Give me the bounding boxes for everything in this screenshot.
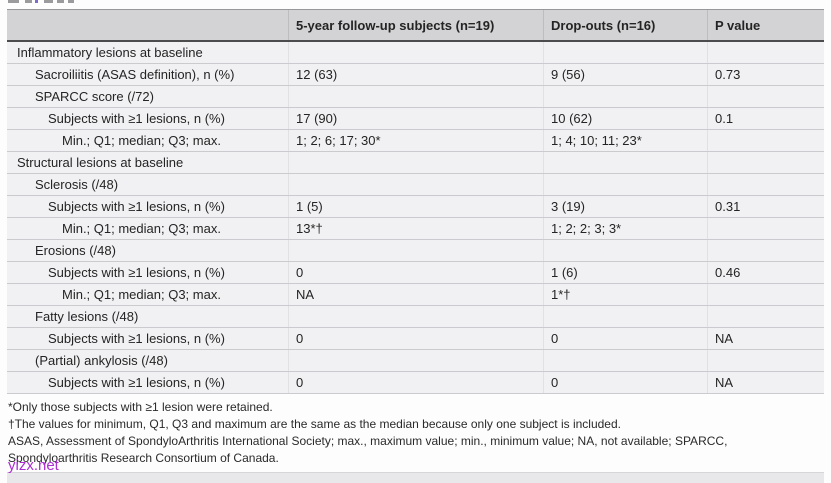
- cell-pvalue: 0.1: [707, 108, 824, 129]
- table-body: Inflammatory lesions at baseline Sacroil…: [7, 42, 824, 394]
- cell-followup: 0: [288, 262, 543, 283]
- table-header-empty: [7, 10, 288, 40]
- cell-dropouts: 1*†: [543, 284, 707, 305]
- row-label: Sclerosis (/48): [35, 177, 119, 192]
- cell-followup: 17 (90): [288, 108, 543, 129]
- table-row-sclerosis-subjects: Subjects with ≥1 lesions, n (%) 1 (5) 3 …: [7, 195, 824, 217]
- row-label: Min.; Q1; median; Q3; max.: [62, 287, 221, 302]
- table-header-row: 5-year follow-up subjects (n=19) Drop-ou…: [7, 9, 824, 42]
- cell-followup: [288, 152, 543, 173]
- table-row-sparcc: SPARCC score (/72): [7, 85, 824, 107]
- cell-followup: 1 (5): [288, 196, 543, 217]
- lesions-table: 5-year follow-up subjects (n=19) Drop-ou…: [7, 9, 824, 394]
- row-label: Subjects with ≥1 lesions, n (%): [48, 375, 225, 390]
- cell-pvalue: [707, 86, 824, 107]
- table-row-section-structural: Structural lesions at baseline: [7, 151, 824, 173]
- cell-followup: [288, 306, 543, 327]
- row-label: Structural lesions at baseline: [17, 155, 184, 170]
- row-label: SPARCC score (/72): [35, 89, 154, 104]
- row-label: Subjects with ≥1 lesions, n (%): [48, 331, 225, 346]
- cell-followup: 1; 2; 6; 17; 30*: [288, 130, 543, 151]
- cell-dropouts: 1 (6): [543, 262, 707, 283]
- cell-pvalue: NA: [707, 372, 824, 393]
- table-row-erosions-stats: Min.; Q1; median; Q3; max. NA 1*†: [7, 283, 824, 305]
- cell-dropouts: [543, 86, 707, 107]
- table-row-erosions-subjects: Subjects with ≥1 lesions, n (%) 0 1 (6) …: [7, 261, 824, 283]
- cell-dropouts: 1; 4; 10; 11; 23*: [543, 130, 707, 151]
- table-header-pvalue: P value: [707, 10, 824, 40]
- cell-followup: 13*†: [288, 218, 543, 239]
- clipped-text-fragment: [8, 0, 128, 4]
- footnote-abbreviations: ASAS, Assessment of SpondyloArthritis In…: [8, 434, 728, 465]
- cell-dropouts: [543, 152, 707, 173]
- cell-dropouts: [543, 240, 707, 261]
- row-label: Min.; Q1; median; Q3; max.: [62, 133, 221, 148]
- cell-followup: [288, 350, 543, 371]
- table-row-ankylosis-subjects: Subjects with ≥1 lesions, n (%) 0 0 NA: [7, 371, 824, 393]
- table-header-dropouts: Drop-outs (n=16): [543, 10, 707, 40]
- cell-pvalue: [707, 350, 824, 371]
- cell-pvalue: [707, 284, 824, 305]
- cell-dropouts: [543, 174, 707, 195]
- cell-dropouts: [543, 350, 707, 371]
- cell-dropouts: [543, 42, 707, 63]
- row-label: Inflammatory lesions at baseline: [17, 45, 203, 60]
- row-label: Subjects with ≥1 lesions, n (%): [48, 111, 225, 126]
- cell-followup: [288, 42, 543, 63]
- cell-pvalue: [707, 306, 824, 327]
- cell-followup: 0: [288, 328, 543, 349]
- table-row-sacroiliitis: Sacroiliitis (ASAS definition), n (%) 12…: [7, 63, 824, 85]
- clipped-next-table-header: [7, 472, 824, 483]
- cell-dropouts: 3 (19): [543, 196, 707, 217]
- cell-dropouts: 0: [543, 372, 707, 393]
- cell-pvalue: 0.46: [707, 262, 824, 283]
- cell-pvalue: 0.73: [707, 64, 824, 85]
- table-footnotes: *Only those subjects with ≥1 lesion were…: [8, 399, 800, 467]
- cell-dropouts: 10 (62): [543, 108, 707, 129]
- row-label: (Partial) ankylosis (/48): [35, 353, 168, 368]
- table-row-ankylosis: (Partial) ankylosis (/48): [7, 349, 824, 371]
- cell-pvalue: NA: [707, 328, 824, 349]
- cell-pvalue: [707, 152, 824, 173]
- cell-dropouts: 1; 2; 2; 3; 3*: [543, 218, 707, 239]
- cell-followup: [288, 86, 543, 107]
- cell-followup: 0: [288, 372, 543, 393]
- row-label: Subjects with ≥1 lesions, n (%): [48, 265, 225, 280]
- cell-pvalue: 0.31: [707, 196, 824, 217]
- cell-followup: NA: [288, 284, 543, 305]
- cell-followup: 12 (63): [288, 64, 543, 85]
- cell-followup: [288, 240, 543, 261]
- row-label: Min.; Q1; median; Q3; max.: [62, 221, 221, 236]
- table-row-fatty-subjects: Subjects with ≥1 lesions, n (%) 0 0 NA: [7, 327, 824, 349]
- row-label: Subjects with ≥1 lesions, n (%): [48, 199, 225, 214]
- table-row-fatty: Fatty lesions (/48): [7, 305, 824, 327]
- footnote-dagger: †The values for minimum, Q1, Q3 and maxi…: [8, 417, 621, 431]
- cell-followup: [288, 174, 543, 195]
- cell-pvalue: [707, 130, 824, 151]
- row-label: Erosions (/48): [35, 243, 116, 258]
- row-label: Fatty lesions (/48): [35, 309, 139, 324]
- table-row-erosions: Erosions (/48): [7, 239, 824, 261]
- cell-dropouts: 9 (56): [543, 64, 707, 85]
- table-header-followup: 5-year follow-up subjects (n=19): [288, 10, 543, 40]
- cell-pvalue: [707, 42, 824, 63]
- table-row-sclerosis: Sclerosis (/48): [7, 173, 824, 195]
- row-label: Sacroiliitis (ASAS definition), n (%): [35, 67, 235, 82]
- watermark-text: yizx.net: [8, 457, 59, 474]
- cell-pvalue: [707, 174, 824, 195]
- table-row-sclerosis-stats: Min.; Q1; median; Q3; max. 13*† 1; 2; 2;…: [7, 217, 824, 239]
- cell-dropouts: 0: [543, 328, 707, 349]
- cell-dropouts: [543, 306, 707, 327]
- footnote-asterisk: *Only those subjects with ≥1 lesion were…: [8, 400, 273, 414]
- table-row-sparcc-stats: Min.; Q1; median; Q3; max. 1; 2; 6; 17; …: [7, 129, 824, 151]
- table-row-sparcc-subjects: Subjects with ≥1 lesions, n (%) 17 (90) …: [7, 107, 824, 129]
- cell-pvalue: [707, 240, 824, 261]
- cell-pvalue: [707, 218, 824, 239]
- table-row-section-inflammatory: Inflammatory lesions at baseline: [7, 42, 824, 63]
